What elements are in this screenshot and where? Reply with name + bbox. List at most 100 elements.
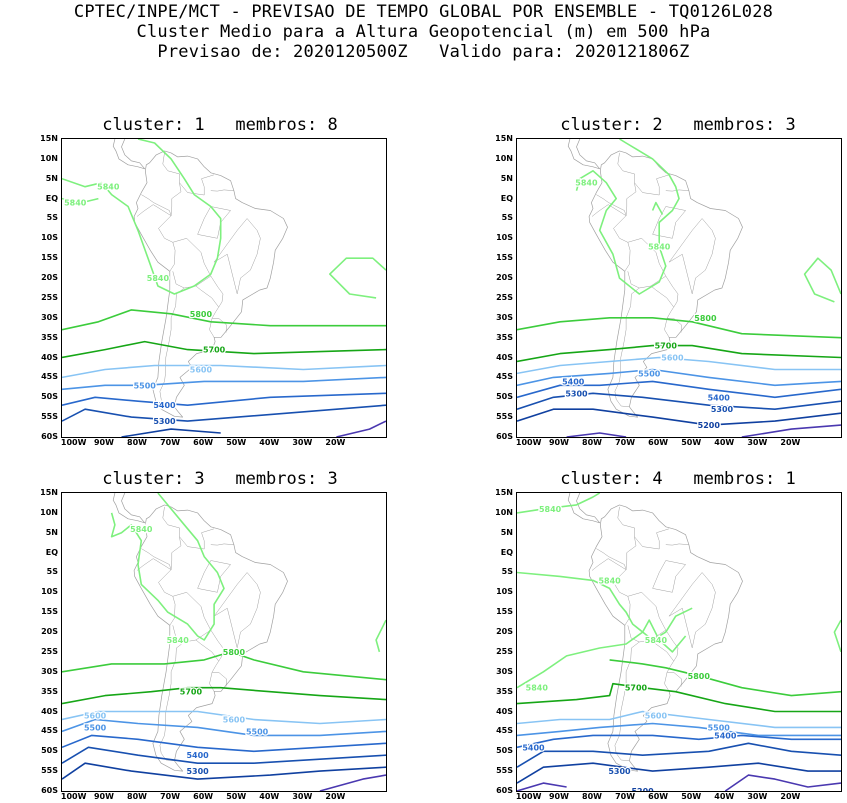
country-border (627, 238, 667, 289)
lat-tick-label: 20S (41, 627, 58, 637)
lon-tick-label: 40W (714, 438, 735, 447)
lat-tick-label: 45S (496, 726, 513, 736)
contour-label: 5300 (186, 767, 209, 776)
lon-tick-label: 100W (60, 792, 87, 801)
country-border (213, 572, 261, 649)
lat-tick-label: 25S (496, 646, 513, 656)
map-canvas: 5840584058405840580057005600550054005400… (517, 493, 841, 791)
country-border (591, 204, 627, 217)
lat-tick-label: 35S (496, 332, 513, 342)
country-border (195, 275, 224, 308)
lon-tick-label: 40W (259, 438, 280, 447)
lat-tick-label: 15S (41, 607, 58, 617)
lon-tick-label: 60W (193, 438, 214, 447)
country-border (665, 543, 689, 546)
country-border (613, 215, 631, 272)
contour-label: 5600 (190, 366, 213, 375)
country-border (141, 506, 182, 570)
country-border (634, 528, 670, 550)
lat-tick-label: 60S (496, 432, 513, 441)
isoline-5400 (62, 392, 386, 407)
contour-label: 5840 (575, 179, 598, 188)
isoline-5840 (517, 493, 601, 514)
lat-tick-label: EQ (45, 193, 58, 203)
lon-tick-label: 20W (780, 792, 801, 801)
contour-label: 5300 (711, 405, 734, 414)
lat-tick-label: 5N (45, 527, 58, 537)
contour-label: 5840 (167, 636, 190, 645)
contour-label: 5300 (153, 417, 176, 426)
country-border (668, 572, 716, 649)
contour-label: 5800 (688, 672, 711, 681)
lat-tick-label: 15N (40, 488, 58, 497)
lat-tick-label: 5S (46, 213, 58, 223)
lat-tick-label: 10N (40, 507, 58, 517)
lat-tick-label: 5S (501, 567, 513, 577)
lat-tick-label: 40S (41, 706, 58, 716)
contour-label: 5300 (608, 767, 631, 776)
country-border (614, 287, 640, 408)
isoline-5500 (62, 718, 386, 737)
lat-tick-label: 30S (496, 312, 513, 322)
contour-label: 5700 (625, 684, 648, 693)
coastline (588, 504, 743, 772)
country-border (141, 152, 182, 216)
contour-label: 5840 (97, 183, 120, 192)
lat-tick-label: 5N (45, 173, 58, 183)
isoline-5300 (517, 392, 841, 411)
isoline-5500 (517, 722, 841, 737)
lat-tick-label: 40S (496, 352, 513, 362)
country-border (179, 528, 215, 550)
contour-label: 5840 (147, 274, 170, 283)
panel-4-map: 5840 5840 5840 5840 5800 5700 5600 5500 5400 5400… (516, 492, 842, 792)
isoline-5840 (517, 619, 687, 689)
lat-tick-label: 40S (41, 352, 58, 362)
lat-tick-label: 25S (41, 646, 58, 656)
lon-tick-label: 70W (615, 792, 636, 801)
country-border (195, 629, 224, 662)
isoline-5600 (517, 710, 841, 729)
lon-tick-label: 70W (160, 792, 181, 801)
country-border (652, 206, 686, 239)
contour-label: 5200 (631, 787, 654, 791)
lon-tick-label: 30W (292, 792, 313, 801)
lat-tick-label: 10S (496, 587, 513, 597)
isoline-5840 (62, 139, 222, 295)
isoline-5300 (517, 742, 841, 768)
lon-tick-label: 50W (681, 792, 702, 801)
contour-label: 5400 (708, 393, 731, 402)
contour-label: 5500 (638, 369, 661, 378)
lon-tick-label: 80W (127, 792, 147, 801)
isoline-5100 (517, 782, 567, 791)
isoline-5840 (651, 201, 664, 215)
isoline-5400 (62, 734, 386, 753)
lon-tick-label: 30W (747, 792, 768, 801)
isoline-5300 (62, 404, 386, 422)
isoline-5800 (517, 317, 841, 339)
lat-tick-label: 55S (496, 766, 513, 776)
isoline-5840 (803, 257, 841, 303)
country-border (664, 660, 674, 692)
lat-tick-label: 45S (41, 726, 58, 736)
coastline-central-america (567, 139, 601, 170)
lat-tick-label: 10S (41, 587, 58, 597)
lon-tick-label: 60W (193, 792, 214, 801)
lat-tick-label: 35S (41, 332, 58, 342)
lat-tick-label: 5S (46, 567, 58, 577)
isoline-5700 (517, 682, 841, 713)
panel-4-title: cluster: 4 membros: 1 (560, 469, 796, 489)
country-border (596, 506, 637, 570)
lon-tick-label: 100W (515, 792, 542, 801)
lon-tick-label: 60W (648, 438, 669, 447)
lon-tick-label: 40W (259, 792, 280, 801)
contour-label: 5840 (526, 684, 549, 693)
country-border (209, 660, 219, 692)
lon-tick-label: 50W (681, 438, 702, 447)
isoline-5600 (517, 356, 841, 375)
lat-tick-label: 60S (496, 786, 513, 795)
contour-label: 5200 (698, 421, 721, 430)
isoline-5700 (517, 344, 841, 363)
lon-tick-label: 80W (582, 792, 602, 801)
